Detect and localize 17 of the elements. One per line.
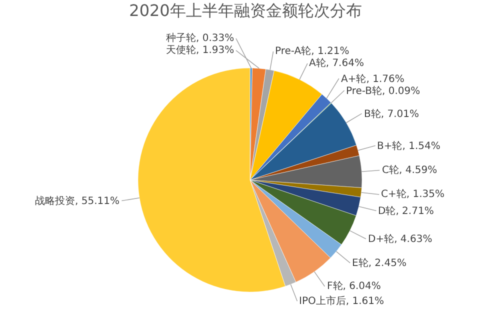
slice-label: B+轮, 1.54% bbox=[377, 140, 440, 152]
slice-label: A轮, 7.64% bbox=[309, 57, 364, 69]
slice-label: 战略投资, 55.11% bbox=[35, 195, 120, 207]
slice-label: C轮, 4.59% bbox=[382, 164, 438, 176]
slice-label: 天使轮, 1.93% bbox=[166, 44, 234, 56]
slice-label: IPO上市后, 1.61% bbox=[299, 295, 384, 307]
slice-label: D轮, 2.71% bbox=[378, 205, 434, 217]
slice-label: E轮, 2.45% bbox=[352, 257, 406, 269]
slice-label: Pre-A轮, 1.21% bbox=[275, 45, 350, 57]
slice-label: 种子轮, 0.33% bbox=[166, 32, 234, 44]
slice-label: B轮, 7.01% bbox=[364, 108, 419, 120]
chart-title: 2020年上半年融资金额轮次分布 bbox=[129, 1, 362, 20]
slice-label: Pre-B轮, 0.09% bbox=[346, 85, 420, 97]
slice-label: A+轮, 1.76% bbox=[341, 73, 404, 85]
slice-label: C+轮, 1.35% bbox=[381, 188, 444, 200]
slice-label: D+轮, 4.63% bbox=[368, 233, 432, 245]
slice-label: F轮, 6.04% bbox=[327, 280, 381, 292]
